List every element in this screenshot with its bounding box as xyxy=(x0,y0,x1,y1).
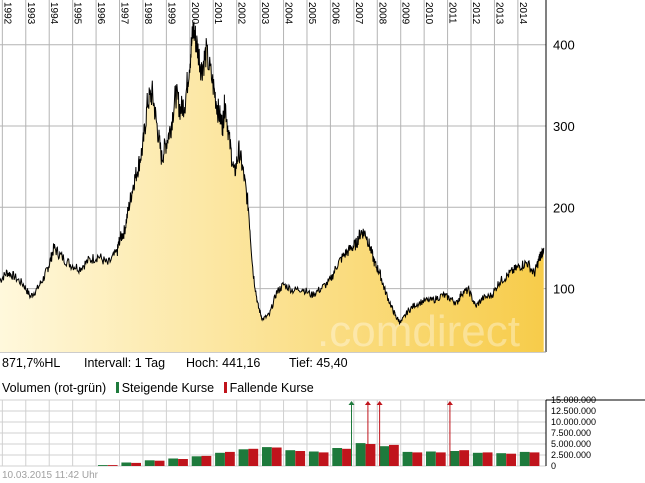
volume-bar-falling xyxy=(459,450,470,466)
volume-bars xyxy=(98,443,540,466)
volume-bar-rising xyxy=(379,446,389,466)
volume-bar-falling xyxy=(529,452,540,466)
x-tick-label-1992: 1992 xyxy=(1,2,12,25)
volume-bar-falling xyxy=(506,453,516,466)
volume-bar-rising xyxy=(144,460,155,466)
volume-y-tick-label-10000000: 10.000.000 xyxy=(551,417,596,427)
volume-bar-rising xyxy=(332,448,343,466)
watermark: .comdirect xyxy=(317,307,520,356)
volume-off-scale-markers xyxy=(348,401,453,466)
x-tick-label-2004: 2004 xyxy=(283,2,294,25)
y-tick-label-300: 300 xyxy=(553,119,575,134)
low-value: Tief: 45,40 xyxy=(289,356,348,370)
volume-bar-rising xyxy=(285,450,296,466)
y-tick-label-100: 100 xyxy=(553,282,575,297)
volume-bar-rising xyxy=(519,451,530,466)
price-line xyxy=(0,21,545,326)
rising-legend-label: Steigende Kurse xyxy=(121,381,215,395)
x-tick-label-1997: 1997 xyxy=(119,2,130,25)
x-tick-label-2012: 2012 xyxy=(470,2,481,25)
x-tick-label-2009: 2009 xyxy=(400,2,411,25)
x-tick-label-2014: 2014 xyxy=(517,2,528,25)
volume-bar-rising xyxy=(238,449,249,466)
x-tick-label-2005: 2005 xyxy=(306,2,317,25)
x-tick-label-1993: 1993 xyxy=(25,2,36,25)
volume-bar-falling xyxy=(107,465,118,466)
x-tick-label-1995: 1995 xyxy=(72,2,83,25)
volume-bar-rising xyxy=(191,456,202,466)
volume-y-tick-label-5000000: 5.000.000 xyxy=(551,439,591,449)
rising-swatch xyxy=(115,382,119,393)
high-value: Hoch: 441,16 xyxy=(186,356,261,370)
performance-value: 871,7%HL xyxy=(2,356,61,370)
x-tick-label-2006: 2006 xyxy=(329,2,340,25)
x-tick-label-2008: 2008 xyxy=(376,2,387,25)
x-tick-label-2013: 2013 xyxy=(493,2,504,25)
volume-spike-arrow xyxy=(364,401,371,405)
volume-bar-falling xyxy=(295,451,306,466)
price-area xyxy=(0,21,544,352)
volume-spike-arrow xyxy=(446,401,453,405)
volume-bar-falling xyxy=(201,455,212,466)
volume-y-tick-label-2500000: 2.500.000 xyxy=(551,450,591,460)
x-tick-label-2007: 2007 xyxy=(353,2,364,25)
y-axis-price-labels: 100 200 300 400 xyxy=(553,38,575,297)
x-tick-label-1996: 1996 xyxy=(95,2,106,25)
volume-bar-rising xyxy=(426,451,436,466)
volume-bar-falling xyxy=(342,448,352,466)
x-tick-label-2003: 2003 xyxy=(259,2,270,25)
price-series-line xyxy=(0,21,545,326)
volume-bar-falling xyxy=(412,452,423,466)
x-tick-label-1998: 1998 xyxy=(142,2,153,25)
volume-bar-rising xyxy=(262,447,272,466)
falling-legend-label: Fallende Kurse xyxy=(229,381,314,395)
x-tick-label-2010: 2010 xyxy=(423,2,434,25)
volume-bar-falling xyxy=(482,452,493,466)
volume-bar-falling xyxy=(225,451,235,466)
volume-bar-falling xyxy=(154,460,165,466)
volume-bar-falling xyxy=(178,459,188,466)
volume-bar-falling xyxy=(389,444,399,466)
x-axis-year-labels: 1992 1993 1994 1995 1996 1997 1998 1999 2000 2001… xyxy=(1,2,528,25)
x-tick-label-2002: 2002 xyxy=(236,2,247,25)
volume-bar-rising xyxy=(308,451,319,466)
volume-spike-arrow xyxy=(348,401,355,405)
volume-y-axis-labels: 02.500.0005.000.0007.500.00010.000.00012… xyxy=(551,395,596,471)
volume-bar-rising xyxy=(98,465,108,466)
x-tick-label-2011: 2011 xyxy=(447,2,458,24)
x-tick-label-1994: 1994 xyxy=(48,2,59,25)
y-tick-label-400: 400 xyxy=(553,38,575,53)
x-tick-label-1999: 1999 xyxy=(165,2,176,25)
volume-spike-arrow xyxy=(376,401,383,405)
falling-swatch xyxy=(223,382,227,393)
volume-bar-rising xyxy=(215,452,225,466)
volume-bar-falling xyxy=(131,462,141,466)
volume-bar-falling xyxy=(271,447,282,466)
timestamp: 10.03.2015 11:42 Uhr xyxy=(2,470,99,481)
volume-y-tick-label-15000000: 15.000.000 xyxy=(551,395,596,405)
volume-bar-falling xyxy=(365,444,376,466)
volume-bar-rising xyxy=(355,443,366,466)
volume-bar-rising xyxy=(496,453,507,466)
volume-bar-falling xyxy=(318,452,329,466)
price-area-fill xyxy=(0,21,544,352)
volume-y-tick-label-0: 0 xyxy=(551,461,556,471)
volume-bar-rising xyxy=(121,462,132,466)
volume-legend-label: Volumen (rot-grün) xyxy=(2,381,107,395)
y-tick-label-200: 200 xyxy=(553,200,575,215)
x-tick-label-2001: 2001 xyxy=(212,2,223,25)
volume-bar-falling xyxy=(435,452,446,466)
x-tick-label-2000: 2000 xyxy=(189,2,200,25)
interval-value: Intervall: 1 Tag xyxy=(84,356,166,370)
volume-bar-falling xyxy=(248,448,259,466)
volume-bar-rising xyxy=(168,458,179,466)
volume-bar-rising xyxy=(449,451,460,466)
volume-bar-rising xyxy=(402,451,413,466)
volume-y-tick-label-7500000: 7.500.000 xyxy=(551,428,591,438)
volume-legend: Volumen (rot-grün) Steigende Kurse Falle… xyxy=(2,381,314,395)
volume-y-tick-label-12500000: 12.500.000 xyxy=(551,406,596,416)
volume-bar-rising xyxy=(472,452,483,466)
